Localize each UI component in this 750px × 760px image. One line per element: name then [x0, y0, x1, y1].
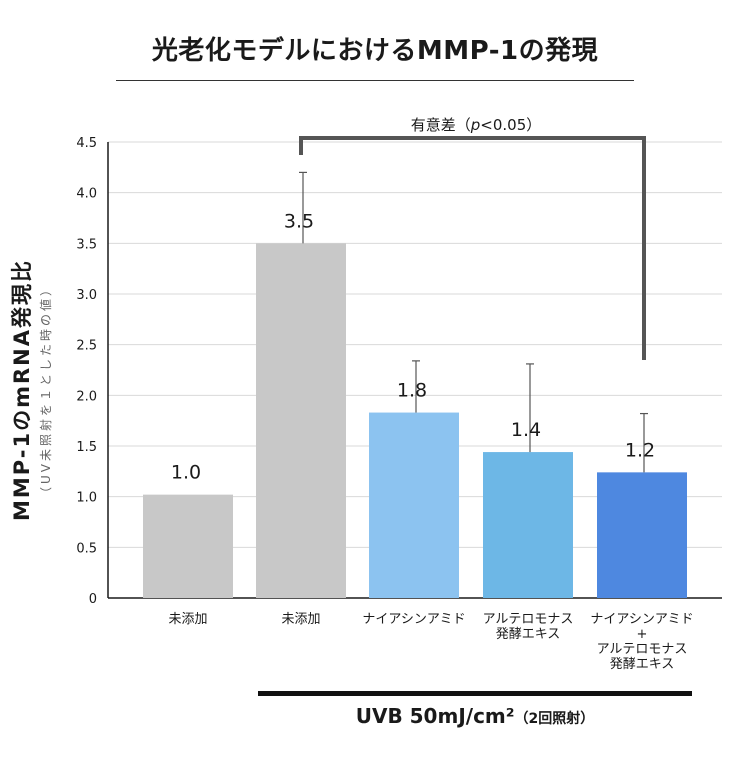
y-axis-label: MMP-1のmRNA発現比	[10, 258, 34, 522]
significance-text: 有意差（	[410, 116, 471, 134]
data-label: 1.0	[171, 462, 201, 484]
uvb-group-label: UVB 50mJ/cm²（2回照射）	[258, 704, 692, 728]
x-tick-label: 未添加	[168, 612, 208, 627]
y-axis-title: MMP-1のmRNA発現比 （UV未照射を１とした時の値）	[6, 259, 54, 521]
data-label: 3.5	[284, 210, 314, 232]
y-tick-label: 4.0	[76, 187, 97, 202]
significance-p: p	[470, 116, 481, 134]
data-label: 1.4	[511, 419, 541, 441]
significance-rest: <0.05）	[480, 116, 542, 134]
chart-title: 光老化モデルにおけるMMP-1の発現	[151, 36, 599, 66]
uvb-note: （2回照射）	[514, 711, 595, 727]
y-axis-sublabel: （UV未照射を１とした時の値）	[39, 281, 53, 499]
bar	[256, 243, 346, 599]
y-tick-label: 0.5	[76, 541, 97, 556]
bar	[483, 452, 573, 598]
data-label: 1.2	[625, 439, 655, 461]
x-tick-label: ナイアシンアミド + アルテロモナス 発酵エキス	[590, 612, 694, 672]
x-tick-label: 未添加	[281, 612, 321, 627]
uvb-group-bar	[258, 691, 692, 696]
y-tick-label: 3.0	[76, 288, 97, 303]
x-tick-label: アルテロモナス 発酵エキス	[482, 612, 574, 642]
y-tick-label: 4.5	[76, 136, 97, 151]
data-label: 1.8	[397, 380, 427, 402]
y-tick-label: 1.0	[76, 491, 97, 506]
bar	[597, 472, 687, 598]
bar	[369, 412, 459, 598]
y-tick-label: 2.0	[76, 389, 97, 404]
uvb-dose: UVB 50mJ/cm²	[355, 704, 515, 728]
y-tick-label: 1.5	[76, 440, 97, 455]
bar	[143, 494, 233, 598]
significance-bracket	[299, 136, 646, 360]
y-tick-label: 3.5	[76, 237, 97, 252]
y-tick-label: 2.5	[76, 339, 97, 354]
significance-label: 有意差（p<0.05）	[376, 114, 576, 135]
y-tick-label: 0	[89, 592, 97, 607]
title-underline	[116, 80, 634, 81]
x-tick-label: ナイアシンアミド	[362, 612, 466, 627]
